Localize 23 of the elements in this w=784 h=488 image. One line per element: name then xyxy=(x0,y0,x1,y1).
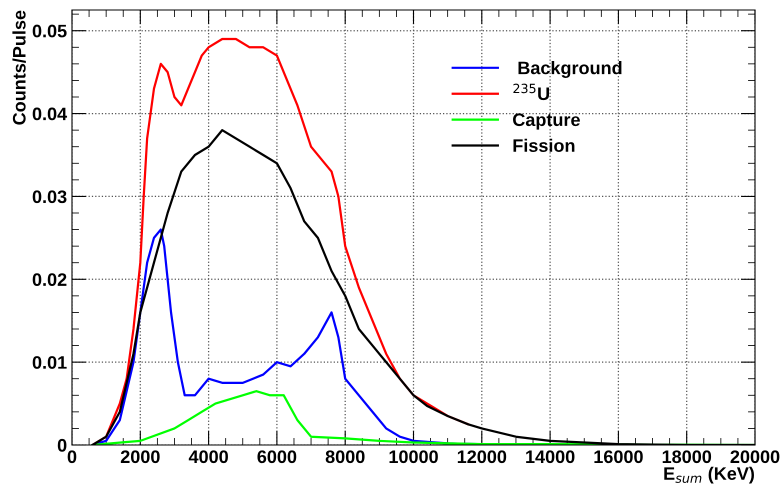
y-tick-label: 0.02 xyxy=(32,273,66,286)
legend-label: Background xyxy=(518,61,622,78)
y-axis-title: Counts/Pulse xyxy=(12,10,26,125)
x-tick-label: 4000 xyxy=(188,450,228,464)
y-tick-label: 0.03 xyxy=(32,190,66,204)
y-tick-label: 0.01 xyxy=(32,356,67,369)
x-tick-label: 2000 xyxy=(120,450,160,464)
x-tick-label: 18000 xyxy=(662,450,712,464)
legend-label: $^{235}$U xyxy=(513,84,550,100)
legend-label: Fission xyxy=(514,138,574,152)
x-tick-label: 6000 xyxy=(257,450,296,464)
x-tick-label: 12000 xyxy=(458,450,506,464)
legend-label: Capture xyxy=(513,113,580,130)
x-tick-label: 20000 xyxy=(730,450,780,464)
x-tick-label: 10000 xyxy=(390,450,438,464)
y-tick-label: 0 xyxy=(58,438,66,452)
x-axis-title: E$_{sum}$ (KeV) xyxy=(664,466,754,484)
x-tick-label: 16000 xyxy=(594,450,643,464)
x-tick-label: 8000 xyxy=(326,450,365,464)
x-tick-label: 14000 xyxy=(526,450,574,464)
y-tick-label: 0.05 xyxy=(32,24,67,38)
y-tick-label: 0.04 xyxy=(32,108,68,120)
x-tick-label: 0 xyxy=(68,450,76,464)
